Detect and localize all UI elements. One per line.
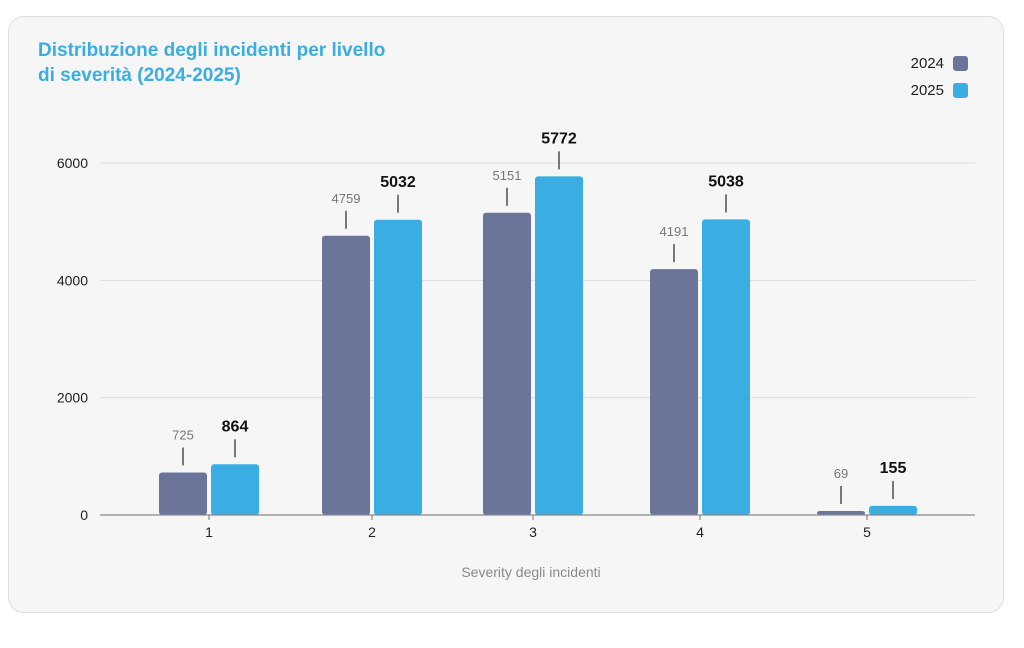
legend-swatch-2024 xyxy=(953,56,968,71)
bar-2024-1 xyxy=(159,472,207,515)
bar-2024-3 xyxy=(483,212,531,516)
bar-2025-4 xyxy=(702,219,750,516)
chart-title: Distribuzione degli incidenti per livell… xyxy=(38,40,386,86)
bar-2025-5 xyxy=(869,505,917,515)
bar-2025-1 xyxy=(211,464,259,515)
y-tick-label-4000: 4000 xyxy=(57,272,88,288)
bar-2025-3 xyxy=(535,176,583,515)
bar-2024-4 xyxy=(650,269,698,515)
legend-item-2025[interactable]: 2025 xyxy=(911,77,968,104)
data-label-2025-2: 5032 xyxy=(380,174,416,191)
legend-label-2024: 2024 xyxy=(910,55,944,72)
y-tick-label-2000: 2000 xyxy=(57,390,88,406)
x-tick-label-4: 4 xyxy=(696,524,704,540)
legend: 2024 2025 xyxy=(911,50,968,104)
bar-2025-2 xyxy=(374,219,422,515)
bar-2024-2 xyxy=(322,235,370,515)
data-label-2025-3: 5772 xyxy=(541,130,577,147)
y-tick-label-6000: 6000 xyxy=(57,155,88,171)
data-label-2024-3: 5151 xyxy=(493,168,522,183)
legend-swatch-2025 xyxy=(953,83,968,98)
data-label-2024-5: 69 xyxy=(834,466,848,481)
legend-label-2025: 2025 xyxy=(910,82,944,99)
y-tick-label-0: 0 xyxy=(80,507,88,523)
data-label-2025-1: 864 xyxy=(222,418,249,435)
x-axis-label: Severity degli incidenti xyxy=(461,564,600,580)
x-tick-label-5: 5 xyxy=(863,524,871,540)
data-label-2024-4: 4191 xyxy=(660,224,689,239)
legend-item-2024[interactable]: 2024 xyxy=(911,50,968,77)
x-tick-label-2: 2 xyxy=(368,524,376,540)
data-label-2025-4: 5038 xyxy=(708,173,744,190)
data-label-2024-1: 725 xyxy=(172,427,194,442)
x-tick-label-3: 3 xyxy=(529,524,537,540)
data-label-2025-5: 155 xyxy=(880,460,907,477)
x-tick-label-1: 1 xyxy=(205,524,213,540)
data-label-2024-2: 4759 xyxy=(332,191,361,206)
bar-2024-5 xyxy=(817,510,865,515)
